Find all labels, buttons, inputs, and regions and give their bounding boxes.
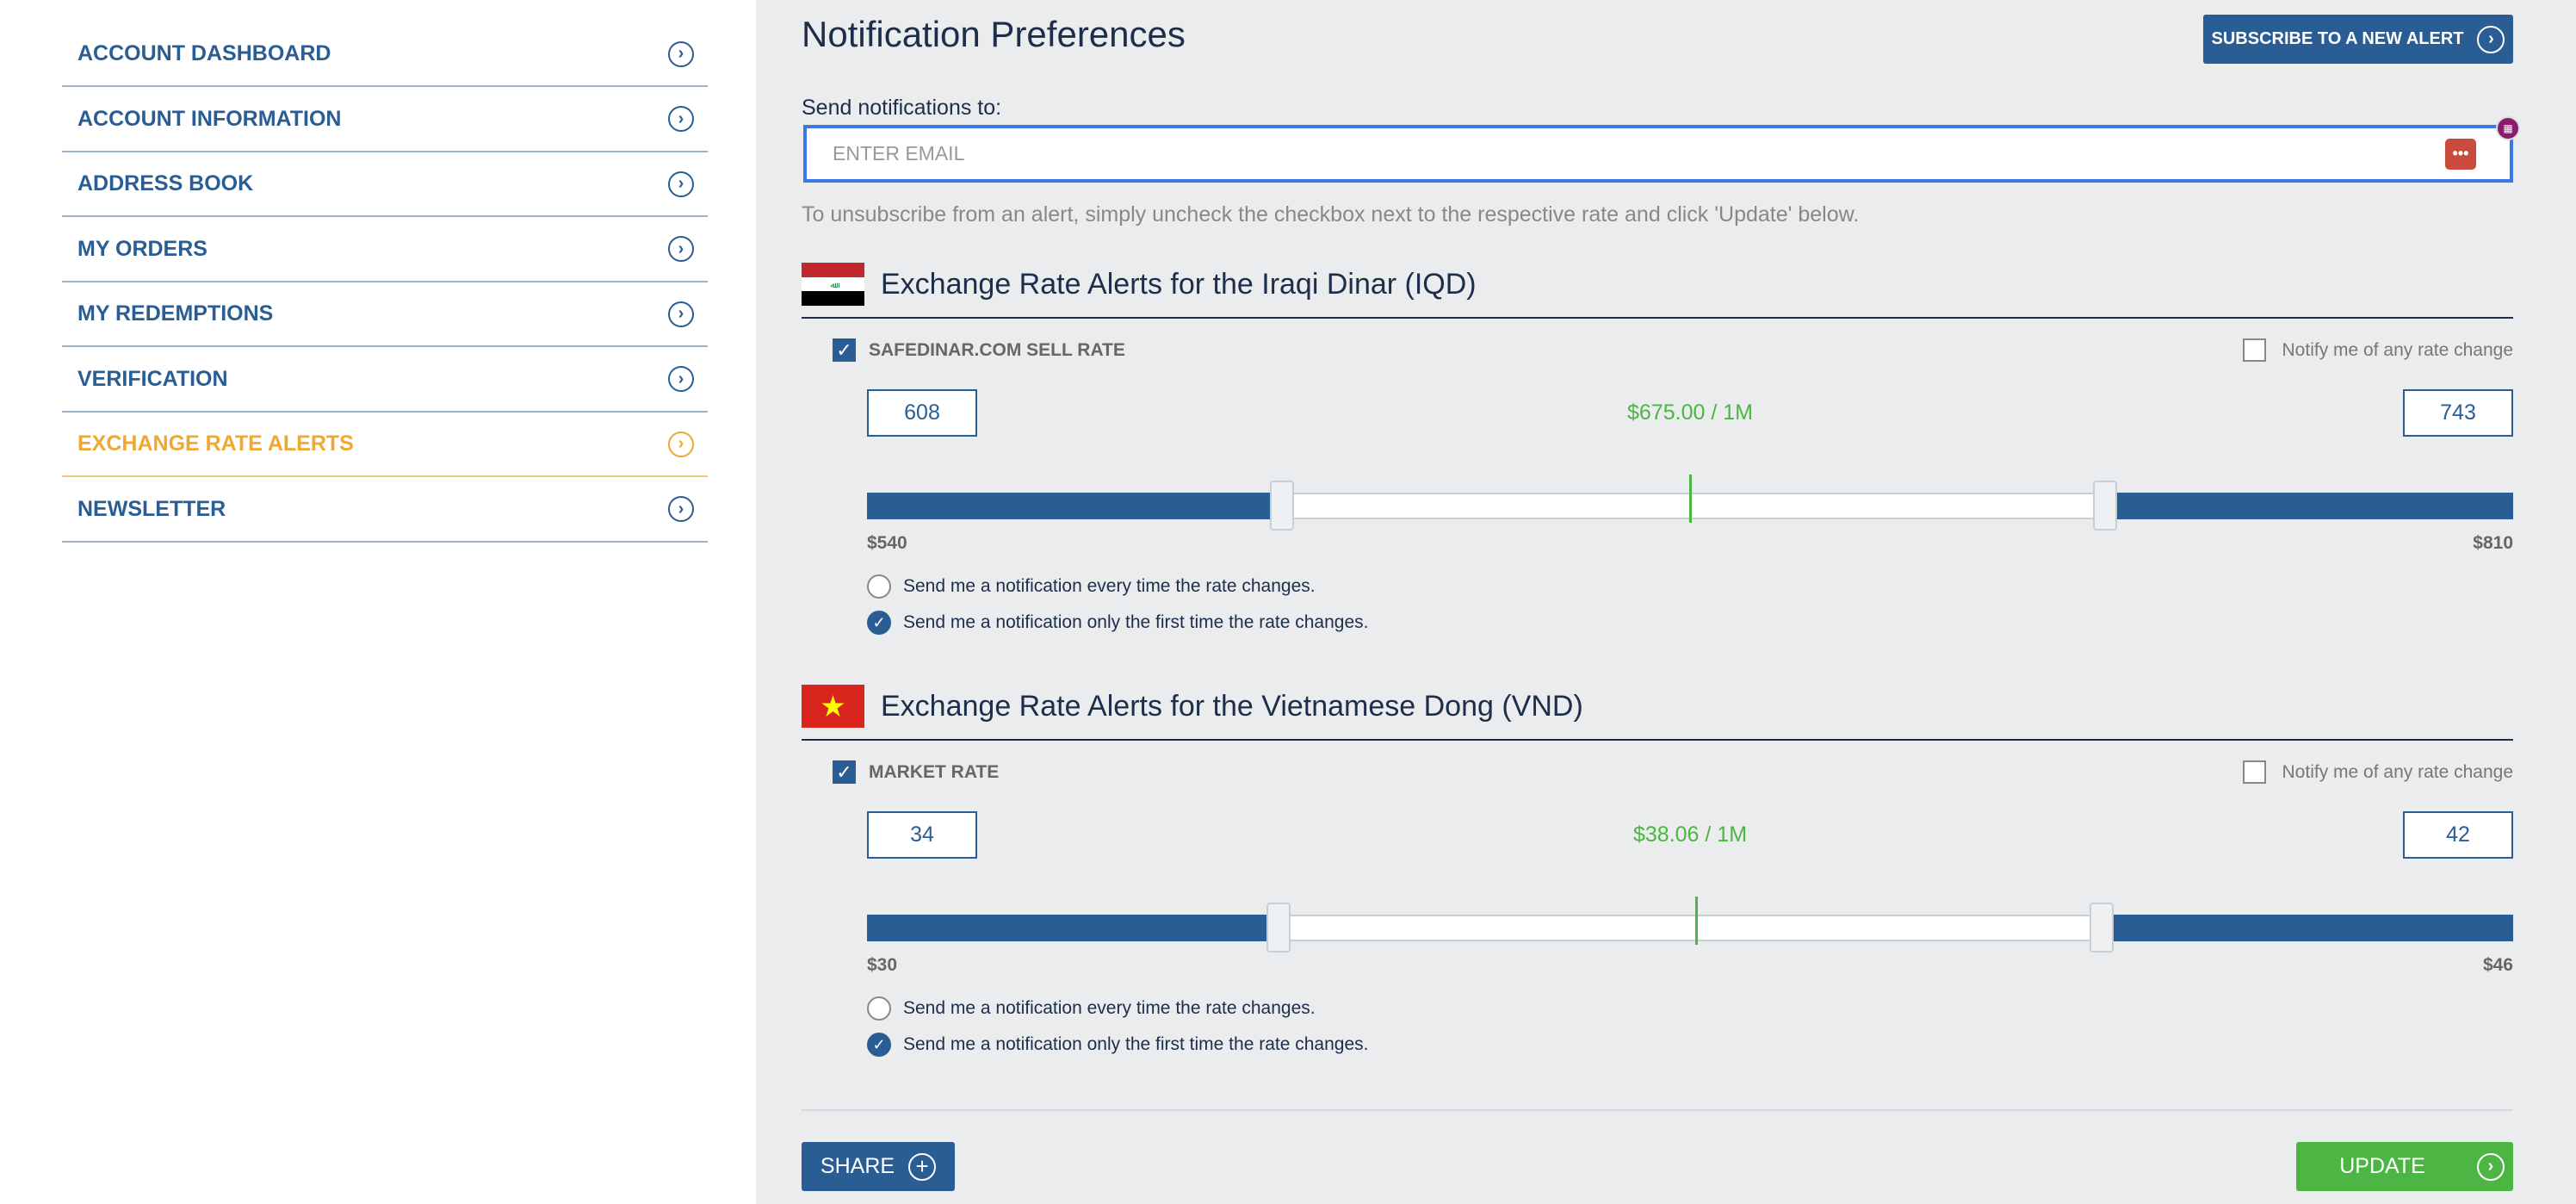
sidebar-item-verification[interactable]: VERIFICATION › <box>62 348 708 413</box>
help-text: To unsubscribe from an alert, simply unc… <box>802 202 1860 227</box>
current-rate-marker <box>1689 475 1692 523</box>
slider-min-label: $540 <box>867 533 907 553</box>
update-label: UPDATE <box>2339 1154 2425 1178</box>
share-button[interactable]: SHARE + <box>802 1142 955 1191</box>
share-label: SHARE <box>820 1154 895 1178</box>
radio-first-time-label: Send me a notification only the first ti… <box>903 1034 1369 1054</box>
slider-selected-range <box>1281 493 2105 519</box>
subscribe-label: SUBSCRIBE TO A NEW ALERT <box>2211 29 2464 48</box>
sidebar-item-label: VERIFICATION <box>77 366 228 391</box>
sidebar-item-label: ACCOUNT DASHBOARD <box>77 41 331 65</box>
sidebar-item-my-redemptions[interactable]: MY REDEMPTIONS › <box>62 282 708 347</box>
radio-first-time[interactable]: ✓ <box>867 1033 891 1057</box>
notify-checkbox[interactable] <box>2243 760 2266 784</box>
rate-label: SAFEDINAR.COM SELL RATE <box>869 340 1125 360</box>
sidebar-item-address-book[interactable]: ADDRESS BOOK › <box>62 152 708 217</box>
sidebar-item-account-information[interactable]: ACCOUNT INFORMATION › <box>62 88 708 152</box>
section-divider <box>802 317 2513 319</box>
notify-label: Notify me of any rate change <box>2282 340 2513 360</box>
radio-first-time-label: Send me a notification only the first ti… <box>903 612 1369 632</box>
alert-section-iraq: ﷲ Exchange Rate Alerts for the Iraqi Din… <box>0 263 2576 685</box>
section-divider <box>802 739 2513 741</box>
radio-every-time[interactable] <box>867 574 891 599</box>
sidebar-item-label: ADDRESS BOOK <box>77 171 254 195</box>
subscribe-button[interactable]: SUBSCRIBE TO A NEW ALERT › <box>2203 15 2513 64</box>
email-input[interactable] <box>803 125 2513 183</box>
alert-section-vietnam: Exchange Rate Alerts for the Vietnamese … <box>0 685 2576 1107</box>
low-rate-input[interactable]: 34 <box>867 811 977 859</box>
rate-label: MARKET RATE <box>869 762 1000 782</box>
slider-low-handle[interactable] <box>1269 481 1294 531</box>
email-label: Send notifications to: <box>802 96 1002 120</box>
current-rate: $38.06 / 1M <box>1632 822 1748 847</box>
radio-every-time-label: Send me a notification every time the ra… <box>903 998 1316 1018</box>
rate-slider[interactable] <box>867 475 2513 531</box>
chevron-right-icon: › <box>2477 25 2505 53</box>
sidebar-item-label: NEWSLETTER <box>77 496 226 521</box>
sidebar: ACCOUNT DASHBOARD › ACCOUNT INFORMATION › AD… <box>0 0 756 1204</box>
plus-icon: + <box>908 1152 937 1181</box>
chevron-right-icon: › <box>668 496 694 522</box>
high-rate-input[interactable]: 743 <box>2403 389 2513 437</box>
slider-high-handle[interactable] <box>2092 481 2117 531</box>
sidebar-item-label: EXCHANGE RATE ALERTS <box>77 431 354 456</box>
radio-every-time[interactable] <box>867 996 891 1021</box>
current-rate: $675.00 / 1M <box>1627 400 1753 425</box>
password-manager-icon[interactable]: ••• <box>2445 139 2476 170</box>
notify-label: Notify me of any rate change <box>2282 762 2513 782</box>
page-title: Notification Preferences <box>802 14 1186 54</box>
radio-first-time[interactable]: ✓ <box>867 611 891 635</box>
rate-checkbox[interactable]: ✓ <box>833 338 856 362</box>
section-heading: Exchange Rate Alerts for the Vietnamese … <box>881 690 1583 723</box>
update-button[interactable]: UPDATE › <box>2296 1142 2513 1191</box>
slider-high-handle[interactable] <box>2090 903 2114 953</box>
chevron-right-icon: › <box>668 301 694 327</box>
sidebar-item-label: ACCOUNT INFORMATION <box>77 106 342 131</box>
current-rate-marker <box>1695 897 1699 945</box>
sidebar-item-account-dashboard[interactable]: ACCOUNT DASHBOARD › <box>62 22 708 87</box>
divider <box>802 1109 2513 1111</box>
slider-max-label: $46 <box>2482 955 2513 975</box>
slider-low-handle[interactable] <box>1266 903 1291 953</box>
sidebar-item-newsletter[interactable]: NEWSLETTER › <box>62 478 708 543</box>
chevron-right-icon: › <box>668 236 694 262</box>
radio-every-time-label: Send me a notification every time the ra… <box>903 576 1316 596</box>
chevron-right-icon: › <box>668 106 694 132</box>
sidebar-item-exchange-rate-alerts[interactable]: EXCHANGE RATE ALERTS › <box>62 413 708 477</box>
rate-slider[interactable] <box>867 897 2513 953</box>
chevron-right-icon: › <box>668 431 694 457</box>
slider-selected-range <box>1279 915 2102 941</box>
extension-grid-icon[interactable]: ▦ <box>2496 116 2520 140</box>
vietnam-flag-icon <box>802 685 864 728</box>
high-rate-input[interactable]: 42 <box>2403 811 2513 859</box>
slider-min-label: $30 <box>867 955 898 975</box>
chevron-right-icon: › <box>2476 1152 2505 1181</box>
iraq-flag-icon: ﷲ <box>802 263 864 306</box>
section-heading: Exchange Rate Alerts for the Iraqi Dinar… <box>881 268 1477 301</box>
notify-checkbox[interactable] <box>2243 338 2266 362</box>
sidebar-item-my-orders[interactable]: MY ORDERS › <box>62 218 708 282</box>
rate-checkbox[interactable]: ✓ <box>833 760 856 784</box>
sidebar-item-label: MY ORDERS <box>77 236 207 261</box>
chevron-right-icon: › <box>668 171 694 197</box>
low-rate-input[interactable]: 608 <box>867 389 977 437</box>
chevron-right-icon: › <box>668 40 694 67</box>
slider-max-label: $810 <box>2473 533 2513 553</box>
chevron-right-icon: › <box>668 366 694 392</box>
sidebar-item-label: MY REDEMPTIONS <box>77 301 274 326</box>
